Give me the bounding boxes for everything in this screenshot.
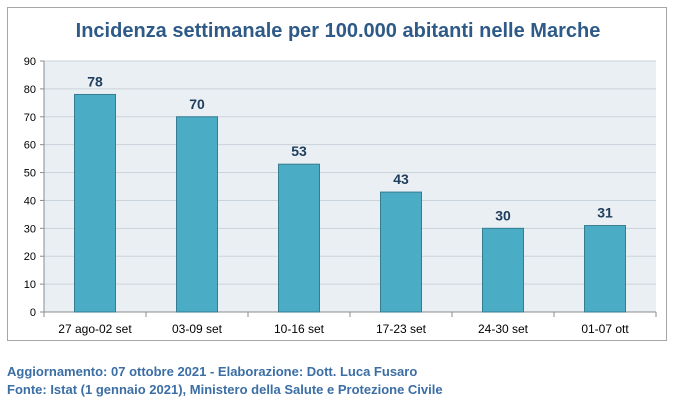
data-label: 70 (189, 96, 205, 112)
data-label: 31 (597, 205, 613, 221)
bar-chart: 0 10 20 30 40 50 60 70 80 90 78 27 ago-02 set 70 03-0… (24, 56, 657, 336)
y-tick-label: 40 (24, 195, 36, 207)
x-tick-label: 10-16 set (274, 322, 325, 336)
y-tick-label: 0 (30, 307, 36, 319)
y-tick-label: 70 (24, 112, 36, 124)
y-tick-label: 90 (24, 56, 36, 68)
y-tick-label: 20 (24, 251, 36, 263)
update-note: Aggiornamento: 07 ottobre 2021 - Elabora… (7, 364, 418, 379)
data-label: 53 (291, 143, 307, 159)
y-tick-label: 50 (24, 168, 36, 180)
bar (482, 227, 524, 313)
chart-title: Incidenza settimanale per 100.000 abitan… (75, 20, 601, 42)
y-tick-label: 80 (24, 84, 36, 96)
data-label: 30 (495, 207, 511, 223)
y-tick-label: 10 (24, 279, 36, 291)
x-tick-label: 01-07 ott (581, 322, 629, 336)
data-label: 78 (87, 73, 103, 89)
x-tick-label: 24-30 set (478, 322, 529, 336)
bar (74, 93, 116, 313)
plot-area (44, 61, 656, 312)
bar (380, 191, 422, 313)
bar (584, 225, 626, 313)
bar (278, 163, 320, 313)
y-tick-label: 60 (24, 140, 36, 152)
data-label: 43 (393, 171, 409, 187)
x-tick-label: 27 ago-02 set (58, 322, 132, 336)
x-tick-label: 17-23 set (376, 322, 427, 336)
x-tick-label: 03-09 set (172, 322, 223, 336)
bar (176, 116, 218, 313)
y-tick-label: 30 (24, 223, 36, 235)
source-note: Fonte: Istat (1 gennaio 2021), Ministero… (7, 382, 443, 397)
chart-frame: Incidenza settimanale per 100.000 abitan… (7, 7, 667, 341)
